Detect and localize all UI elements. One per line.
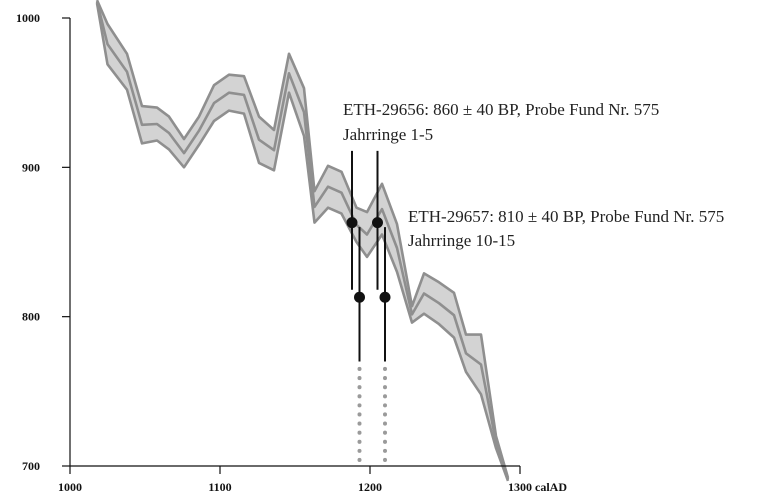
calibration-mean-line	[95, 1, 510, 480]
calibration-band	[97, 0, 508, 481]
y-tick-label-1000: 1000	[16, 11, 40, 25]
sample-cal-point-0	[354, 291, 365, 303]
sample-bp-point-0	[346, 217, 358, 229]
y-tick-label-700: 700	[22, 459, 40, 473]
sample-bp-point-1	[372, 217, 383, 229]
annotation-layer: ETH-29656: 860 ± 40 BP, Probe Fund Nr. 5…	[343, 100, 724, 250]
axes-layer	[69, 18, 520, 467]
annotation-eth-29657-label: ETH-29657: 810 ± 40 BP, Probe Fund Nr. 5…	[408, 207, 724, 226]
x-tick-label-1000: 1000	[58, 480, 82, 494]
calibration-upper-edge	[95, 0, 510, 479]
annotation-eth-29657-rings: Jahrringe 10-15	[408, 231, 515, 250]
sample-cal-point-1	[379, 291, 391, 303]
x-tick-label-1200: 1200	[358, 480, 382, 494]
annotation-eth-29656-label: ETH-29656: 860 ± 40 BP, Probe Fund Nr. 5…	[343, 100, 659, 119]
x-tick-label-1100: 1100	[208, 480, 231, 494]
calibration-band-layer	[95, 0, 510, 482]
ticks-layer: 700 800 900 1000 1000 1100 1200 1300 calAD	[16, 11, 567, 494]
annotation-eth-29656-rings: Jahrringe 1-5	[343, 125, 433, 144]
x-tick-label-1300: 1300 calAD	[508, 480, 567, 494]
sample-marks-layer	[346, 150, 391, 466]
y-tick-label-900: 900	[22, 160, 40, 174]
calibration-lower-edge	[95, 2, 510, 482]
y-tick-label-800: 800	[22, 310, 40, 324]
